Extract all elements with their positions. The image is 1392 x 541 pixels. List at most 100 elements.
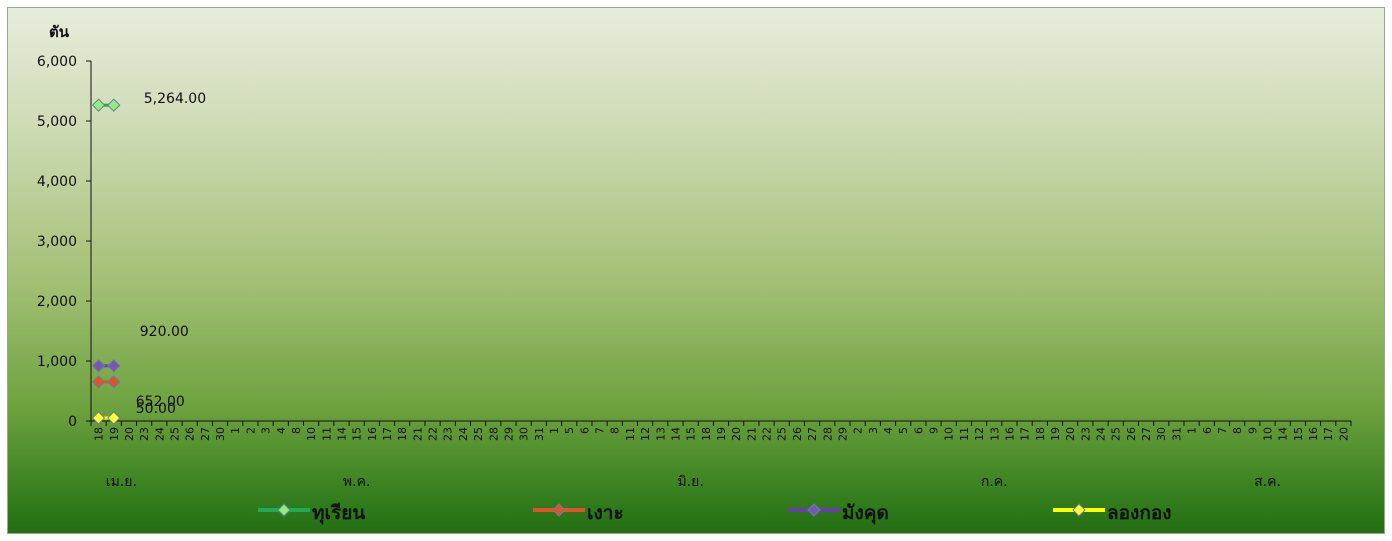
legend-label: ลองกอง [1107,502,1172,524]
x-tick-label: 5 [563,427,576,434]
legend-label: มังคุด [842,502,889,525]
x-tick-label: 16 [366,427,379,441]
month-label: เม.ย. [106,474,137,490]
x-tick-label: 19 [715,427,728,441]
x-tick-label: 2 [244,427,257,434]
x-tick-label: 19 [108,427,121,441]
legend-marker [277,503,291,517]
x-tick-label: 8 [609,427,622,434]
x-tick-label: 30 [518,427,531,441]
x-tick-label: 3 [867,427,880,434]
month-label: พ.ค. [343,474,371,490]
x-tick-label: 29 [836,427,849,441]
x-tick-label: 14 [335,427,348,441]
y-axis-unit: ตัน [49,23,70,41]
chart-area: ตัน 0 1,000 2,000 3,000 4,000 5,000 6,000 18 19 2… [7,7,1385,534]
x-tick-label: 8 [1231,427,1244,434]
x-tick-label: 18 [396,427,409,441]
x-tick-label: 7 [594,427,607,434]
x-tick-label: 24 [1095,427,1108,441]
x-tick-label: 5 [897,427,910,434]
x-tick-label: 31 [533,427,546,441]
x-tick-label: 6 [1201,427,1214,434]
x-tick-label: 20 [123,427,136,441]
x-tick-label: 11 [624,427,637,441]
x-tick-label: 23 [1079,427,1092,441]
x-tick-label: 20 [1337,427,1350,441]
x-tick-label: 4 [275,427,288,434]
x-tick-label: 11 [958,427,971,441]
x-tick-label: 27 [1140,427,1153,441]
data-point [107,375,121,389]
x-tick-label: 23 [138,427,151,441]
data-label: 5,264.00 [144,91,206,107]
x-tick-label: 10 [943,427,956,441]
x-tick-label: 30 [214,427,227,441]
x-tick-label: 3 [260,427,273,434]
month-label: ก.ค. [981,474,1008,490]
legend-label: ทุเรียน [312,502,365,525]
data-point [91,375,106,389]
y-tick-label: 4,000 [37,174,77,190]
x-tick-label: 21 [411,427,424,441]
x-tick-label: 27 [806,427,819,441]
data-label: 652.00 [136,394,185,410]
x-tick-label: 25 [168,427,181,441]
data-point [107,411,121,425]
x-tick-label: 26 [184,427,197,441]
x-tick-label: 16 [1307,427,1320,441]
y-tick-label: 0 [68,414,77,430]
data-label: 920.00 [140,324,189,340]
x-tick-label: 1 [1186,427,1199,434]
x-tick-label: 15 [685,427,698,441]
x-tick-label: 2 [852,427,865,434]
x-tick-label: 21 [745,427,758,441]
x-tick-label: 25 [1110,427,1123,441]
x-tick-label: 11 [320,427,333,441]
y-tick-label: 2,000 [37,294,77,310]
x-tick-label: 24 [153,427,166,441]
x-tick-label: 10 [1262,427,1275,441]
x-tick-label: 13 [988,427,1001,441]
data-point [91,411,106,425]
x-tick-label: 18 [93,427,106,441]
x-tick-label: 6 [578,427,591,434]
x-tick-label: 28 [821,427,834,441]
y-tick-label: 1,000 [37,354,77,370]
x-tick-label: 18 [700,427,713,441]
data-point [107,98,121,112]
legend-marker [807,503,821,517]
x-tick-label: 25 [776,427,789,441]
x-tick-label: 19 [1049,427,1062,441]
x-tick-label: 10 [305,427,318,441]
x-tick-label: 17 [1019,427,1032,441]
data-label: 50.00 [136,401,176,417]
x-tick-label: 28 [487,427,500,441]
y-tick-label: 3,000 [37,234,77,250]
x-tick-label: 9 [1246,427,1259,434]
x-tick-label: 1 [548,427,561,434]
x-tick-label: 22 [761,427,774,441]
x-tick-label: 31 [1170,427,1183,441]
x-tick-label: 13 [654,427,667,441]
data-point [91,359,106,373]
x-tick-label: 18 [1034,427,1047,441]
x-tick-label: 17 [381,427,394,441]
x-tick-label: 17 [1322,427,1335,441]
x-tick-label: 16 [1003,427,1016,441]
month-label: ส.ค. [1254,474,1281,490]
legend-label: เงาะ [587,502,624,524]
data-point [107,359,121,373]
x-tick-label: 29 [502,427,515,441]
x-tick-label: 22 [427,427,440,441]
x-tick-label: 30 [1155,427,1168,441]
x-tick-label: 15 [351,427,364,441]
legend-marker [1072,503,1086,517]
month-label: มิ.ย. [677,474,703,490]
x-tick-label: 25 [472,427,485,441]
x-tick-label: 15 [1292,427,1305,441]
x-tick-label: 1 [229,427,242,434]
x-tick-label: 27 [199,427,212,441]
x-tick-label: 14 [669,427,682,441]
